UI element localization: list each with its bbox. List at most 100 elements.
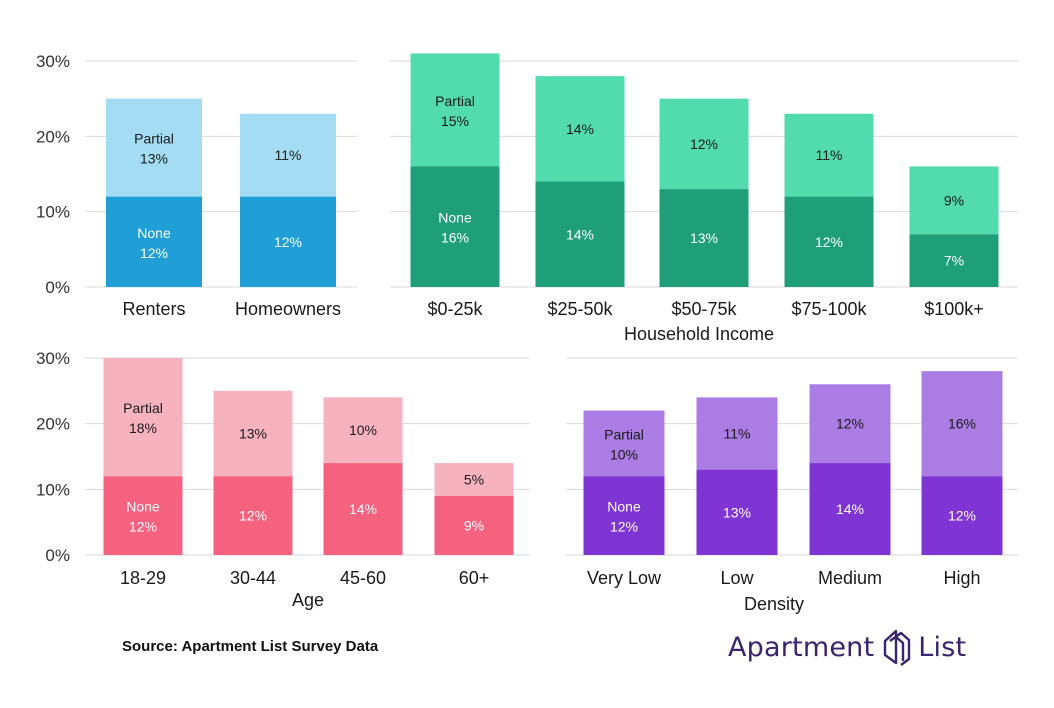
y-tick-label: 0% xyxy=(45,278,70,297)
data-label-none: 7% xyxy=(944,253,964,269)
bar-none xyxy=(410,166,500,287)
data-label-none: 16% xyxy=(441,230,469,246)
x-tick-label: $25-50k xyxy=(547,299,613,319)
data-label-partial: 11% xyxy=(816,147,843,163)
y-tick-label: 30% xyxy=(36,349,70,368)
data-label-partial: 12% xyxy=(690,136,718,152)
bar-partial xyxy=(410,53,500,167)
series-label-partial: Partial xyxy=(134,131,174,147)
logo-word-left: Apartment xyxy=(728,631,875,663)
bar-partial xyxy=(583,410,665,477)
bar-none xyxy=(583,476,665,555)
bar-none xyxy=(809,463,891,555)
bar-partial xyxy=(434,463,514,496)
x-axis-label: Density xyxy=(744,594,804,614)
bar-none xyxy=(909,234,999,287)
bar-none xyxy=(535,181,625,287)
x-axis-label: Age xyxy=(292,590,324,610)
series-label-none: None xyxy=(438,210,472,226)
x-tick-label: 45-60 xyxy=(340,568,386,588)
bar-none xyxy=(103,476,183,555)
bar-partial xyxy=(909,166,999,235)
x-tick-label: $75-100k xyxy=(791,299,867,319)
x-tick-label: Homeowners xyxy=(235,299,341,319)
data-label-none: 9% xyxy=(464,517,484,533)
data-label-partial: 9% xyxy=(944,192,964,208)
data-label-partial: 12% xyxy=(836,416,864,432)
bar-partial xyxy=(240,113,336,197)
y-tick-label: 0% xyxy=(45,546,70,565)
apartment-list-logo: Apartment List xyxy=(728,624,966,670)
bar-partial xyxy=(323,397,403,464)
bar-none xyxy=(434,495,514,555)
bar-none xyxy=(213,476,293,555)
bar-none xyxy=(921,476,1003,555)
data-label-none: 13% xyxy=(723,504,751,520)
data-label-partial: 13% xyxy=(140,151,168,167)
bar-none xyxy=(659,189,749,287)
x-tick-label: $50-75k xyxy=(671,299,737,319)
logo-word-right: List xyxy=(918,631,967,663)
bar-none xyxy=(106,196,202,287)
x-tick-label: Very Low xyxy=(587,568,662,588)
data-label-none: 12% xyxy=(948,508,976,524)
y-tick-label: 20% xyxy=(36,415,70,434)
data-label-none: 14% xyxy=(566,226,594,242)
data-label-none: 12% xyxy=(274,234,302,250)
series-label-none: None xyxy=(126,499,160,515)
series-label-none: None xyxy=(137,225,171,241)
x-axis-label: Household Income xyxy=(624,324,774,344)
bar-partial xyxy=(659,98,749,190)
x-tick-label: 18-29 xyxy=(120,568,166,588)
x-tick-label: $0-25k xyxy=(427,299,483,319)
bar-partial xyxy=(213,390,293,477)
x-tick-label: 30-44 xyxy=(230,568,276,588)
bar-none xyxy=(696,469,778,555)
y-tick-label: 10% xyxy=(36,203,70,222)
series-label-partial: Partial xyxy=(435,93,475,109)
apartment-list-logo-icon xyxy=(884,629,911,666)
bar-partial xyxy=(696,397,778,470)
x-tick-label: 60+ xyxy=(459,568,490,588)
bar-partial xyxy=(106,98,202,197)
data-label-none: 12% xyxy=(610,519,638,535)
data-label-partial: 15% xyxy=(441,113,469,129)
data-label-partial: 11% xyxy=(724,426,751,442)
data-label-none: 13% xyxy=(690,230,718,246)
series-label-partial: Partial xyxy=(604,426,644,442)
data-label-partial: 10% xyxy=(349,422,377,438)
x-tick-label: Low xyxy=(720,568,754,588)
x-tick-label: Renters xyxy=(122,299,185,319)
bar-partial xyxy=(784,113,874,197)
bar-partial xyxy=(809,384,891,464)
data-label-partial: 18% xyxy=(129,420,157,436)
data-label-none: 14% xyxy=(349,501,377,517)
bar-none xyxy=(784,196,874,287)
data-label-none: 14% xyxy=(836,501,864,517)
y-tick-label: 10% xyxy=(36,480,70,499)
bar-none xyxy=(240,196,336,287)
data-label-partial: 16% xyxy=(948,416,976,432)
x-tick-label: $100k+ xyxy=(924,299,984,319)
data-label-partial: 11% xyxy=(275,147,302,163)
x-tick-label: Medium xyxy=(818,568,882,588)
data-label-none: 12% xyxy=(140,245,168,261)
source-note: Source: Apartment List Survey Data xyxy=(122,638,379,655)
x-tick-label: High xyxy=(943,568,980,588)
series-label-partial: Partial xyxy=(123,400,163,416)
data-label-none: 12% xyxy=(815,234,843,250)
bar-partial xyxy=(103,358,183,477)
data-label-none: 12% xyxy=(239,508,267,524)
data-label-none: 12% xyxy=(129,519,157,535)
data-label-partial: 14% xyxy=(566,121,594,137)
bar-none xyxy=(323,463,403,555)
y-tick-label: 20% xyxy=(36,127,70,146)
data-label-partial: 5% xyxy=(464,471,484,487)
bar-partial xyxy=(921,371,1003,477)
data-label-partial: 10% xyxy=(610,446,638,462)
bar-partial xyxy=(535,76,625,182)
series-label-none: None xyxy=(607,499,641,515)
data-label-partial: 13% xyxy=(239,426,267,442)
y-tick-label: 30% xyxy=(36,52,70,71)
